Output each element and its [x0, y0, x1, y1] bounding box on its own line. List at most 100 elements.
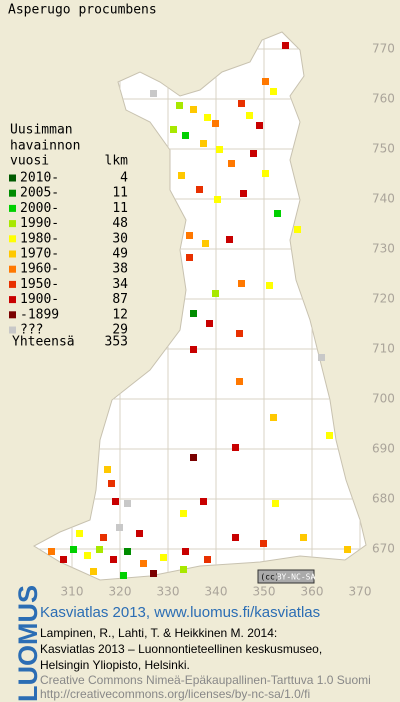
occurrence-square: [200, 140, 207, 147]
occurrence-square: [238, 280, 245, 287]
occurrence-square: [182, 132, 189, 139]
legend-swatch: [9, 235, 16, 243]
logo: LUOMUS: [13, 585, 43, 702]
citation: Kasviatlas 2013 – Luonnontieteellinen ke…: [40, 642, 322, 656]
occurrence-square: [326, 432, 333, 439]
occurrence-square: [100, 534, 107, 541]
badge-text: BY-NC-SA: [277, 573, 316, 582]
legend-count: 49: [112, 247, 128, 262]
x-tick-label: 360: [301, 585, 324, 599]
occurrence-square: [186, 254, 193, 261]
legend-label: 1970-: [20, 247, 59, 262]
occurrence-square: [182, 548, 189, 555]
y-tick-label: 760: [372, 92, 395, 106]
occurrence-square: [150, 90, 157, 97]
occurrence-square: [170, 126, 177, 133]
y-tick-label: 680: [372, 492, 395, 506]
occurrence-square: [212, 120, 219, 127]
occurrence-square: [270, 414, 277, 421]
occurrence-square: [70, 546, 77, 553]
occurrence-square: [180, 510, 187, 517]
occurrence-square: [124, 500, 131, 507]
occurrence-square: [250, 150, 257, 157]
legend-heading: havainnon: [10, 139, 80, 154]
occurrence-square: [240, 190, 247, 197]
occurrence-square: [190, 346, 197, 353]
occurrence-square: [272, 500, 279, 507]
occurrence-square: [160, 554, 167, 561]
occurrence-square: [260, 540, 267, 547]
legend-count: 11: [112, 201, 128, 216]
occurrence-square: [190, 310, 197, 317]
legend-label: 1990-: [20, 216, 59, 231]
legend-swatch: [9, 174, 16, 182]
legend-count: 4: [120, 171, 128, 186]
occurrence-square: [84, 552, 91, 559]
legend-label: 1960-: [20, 262, 59, 277]
occurrence-square: [116, 524, 123, 531]
y-tick-label: 690: [372, 442, 395, 456]
legend-swatch: [9, 265, 16, 273]
occurrence-square: [246, 112, 253, 119]
occurrence-square: [76, 530, 83, 537]
occurrence-square: [180, 566, 187, 573]
y-tick-label: 740: [372, 192, 395, 206]
occurrence-square: [204, 556, 211, 563]
legend-swatch: [9, 311, 16, 319]
occurrence-square: [238, 100, 245, 107]
x-tick-label: 320: [109, 585, 132, 599]
x-tick-label: 310: [61, 585, 84, 599]
occurrence-square: [318, 354, 325, 361]
legend-label: -1899: [20, 307, 59, 322]
occurrence-square: [200, 498, 207, 505]
occurrence-square: [256, 122, 263, 129]
x-tick-label: 350: [253, 585, 276, 599]
x-tick-label: 330: [157, 585, 180, 599]
occurrence-square: [266, 282, 273, 289]
legend-count-heading: lkm: [105, 154, 129, 169]
legend-heading: Uusimman: [10, 123, 73, 138]
occurrence-square: [212, 290, 219, 297]
license-badge: (cc) BY-NC-SA: [257, 569, 316, 584]
occurrence-square: [228, 160, 235, 167]
legend-swatch: [9, 204, 16, 212]
legend-label: 2000-: [20, 201, 59, 216]
occurrence-square: [262, 78, 269, 85]
y-tick-label: 750: [372, 142, 395, 156]
license: Creative Commons Nimeä-Epäkaupallinen-Ta…: [40, 673, 371, 687]
occurrence-square: [178, 172, 185, 179]
occurrence-square: [344, 546, 351, 553]
occurrence-square: [206, 320, 213, 327]
legend-count: 12: [112, 307, 128, 322]
occurrence-square: [108, 480, 115, 487]
land: [32, 31, 367, 581]
occurrence-square: [90, 568, 97, 575]
occurrence-square: [190, 454, 197, 461]
occurrence-square: [216, 146, 223, 153]
occurrence-square: [120, 572, 127, 579]
occurrence-square: [48, 548, 55, 555]
occurrence-square: [262, 170, 269, 177]
legend-count: 87: [112, 292, 128, 307]
citation: Helsingin Yliopisto, Helsinki.: [40, 658, 190, 672]
occurrence-square: [226, 236, 233, 243]
occurrence-square: [110, 556, 117, 563]
legend-count: 34: [112, 277, 128, 292]
title: Asperugo procumbens: [8, 3, 157, 18]
occurrence-square: [140, 560, 147, 567]
occurrence-square: [186, 232, 193, 239]
occurrence-square: [282, 42, 289, 49]
occurrence-square: [150, 570, 157, 577]
citation: Lampinen, R., Lahti, T. & Heikkinen M. 2…: [40, 626, 277, 640]
occurrence-square: [204, 114, 211, 121]
occurrence-square: [104, 466, 111, 473]
y-tick-label: 770: [372, 42, 395, 56]
atlas-link: Kasviatlas 2013, www.luomus.fi/kasviatla…: [40, 604, 320, 621]
x-tick-label: 370: [349, 585, 372, 599]
total: 353: [105, 335, 128, 350]
y-tick-label: 720: [372, 292, 395, 306]
legend-count: 29: [112, 323, 128, 338]
occurrence-square: [196, 186, 203, 193]
occurrence-square: [300, 534, 307, 541]
